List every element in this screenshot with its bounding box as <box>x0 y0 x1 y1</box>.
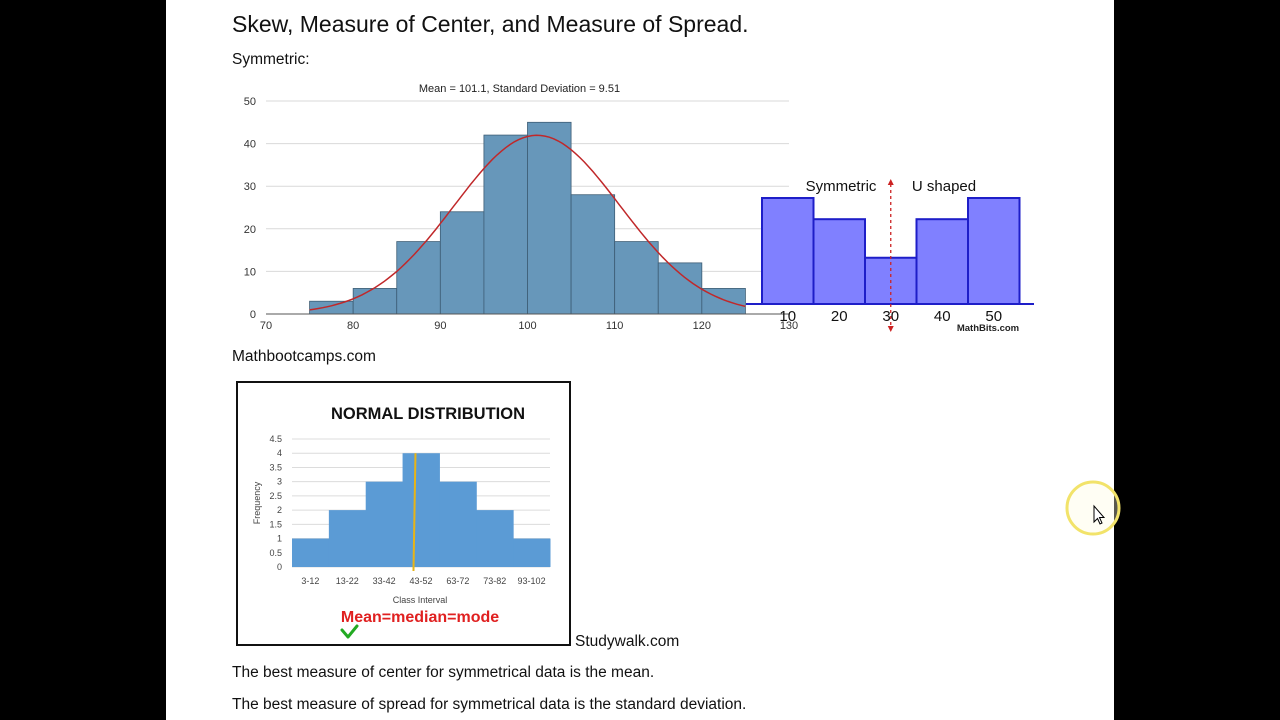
normal-chart-bar <box>476 510 514 567</box>
page-title: Skew, Measure of Center, and Measure of … <box>232 11 749 37</box>
normal-chart-bar <box>513 538 551 567</box>
normal-chart-x-label: Class Interval <box>393 595 448 605</box>
normal-chart-title: NORMAL DISTRIBUTION <box>331 405 525 423</box>
u-shaped-x-tick-label: 20 <box>831 308 848 325</box>
normal-chart-x-tick-label: 3-12 <box>301 576 319 586</box>
histogram-title: Mean = 101.1, Standard Deviation = 9.51 <box>419 83 620 95</box>
histogram-x-tick-label: 70 <box>260 320 272 332</box>
histogram-y-tick-label: 0 <box>250 309 256 321</box>
spread-measure-sentence: The best measure of spread for symmetric… <box>232 696 747 713</box>
normal-chart-y-tick-label: 1 <box>277 534 282 544</box>
mouse-cursor-highlight <box>1065 480 1121 536</box>
histogram-bars <box>309 121 746 315</box>
mathbits-watermark: MathBits.com <box>957 323 1019 334</box>
normal-chart-y-label: Frequency <box>252 481 262 524</box>
u-shaped-x-tick-label: 30 <box>882 308 899 325</box>
histogram-bar <box>439 211 485 315</box>
normal-chart-bars <box>292 453 551 567</box>
normal-chart-bar <box>439 481 477 567</box>
normal-chart-x-tick-label: 33-42 <box>373 576 396 586</box>
histogram-y-tick-label: 20 <box>244 224 256 236</box>
histogram-x-tick-label: 100 <box>518 320 536 332</box>
histogram-y-tick-label: 30 <box>244 181 256 193</box>
histogram-y-ticks: 0 10 20 30 40 50 <box>244 96 256 321</box>
normal-chart-x-tick-label: 13-22 <box>336 576 359 586</box>
source-studywalk: Studywalk.com <box>575 633 680 650</box>
histogram-bar <box>657 262 703 315</box>
histogram-x-tick-label: 130 <box>780 320 798 332</box>
histogram-bar <box>396 241 441 315</box>
normal-chart-x-tick-label: 43-52 <box>409 576 432 586</box>
cursor-highlight-ring <box>1065 480 1121 536</box>
normal-chart-y-tick-label: 2 <box>277 505 282 515</box>
check-icon <box>340 624 359 639</box>
histogram-bar <box>352 288 398 315</box>
document-page: Skew, Measure of Center, and Measure of … <box>166 0 1114 720</box>
center-measure-sentence: The best measure of center for symmetric… <box>232 664 655 681</box>
u-shaped-caption: U shaped <box>912 178 976 195</box>
histogram-x-tick-label: 110 <box>606 320 624 332</box>
histogram-bar <box>527 121 572 315</box>
u-shaped-arrow-bottom <box>887 326 894 332</box>
histogram-x-tick-label: 90 <box>434 320 446 332</box>
histogram-y-tick-label: 10 <box>244 266 256 278</box>
normal-chart-y-tick-label: 4 <box>277 448 282 458</box>
u-shaped-bar <box>761 197 815 305</box>
normal-chart-y-tick-label: 2.5 <box>269 491 282 501</box>
u-shaped-bar <box>967 197 1021 305</box>
u-shaped-x-tick-label: 10 <box>779 308 796 325</box>
u-shaped-x-tick-label: 40 <box>934 308 951 325</box>
histogram-bar <box>614 241 659 315</box>
normal-chart-bar <box>328 510 367 567</box>
normal-chart-y-tick-label: 0.5 <box>269 548 282 558</box>
u-shaped-arrow-top <box>887 179 894 185</box>
histogram-x-tick-label: 80 <box>347 320 359 332</box>
histogram-y-tick-label: 50 <box>244 96 256 108</box>
histogram-x-ticks: 70 80 90 100 110 120 130 <box>260 320 798 332</box>
normal-chart-center-line <box>412 453 417 572</box>
normal-chart-bar <box>402 453 440 567</box>
mean-median-mode-caption: Mean=median=mode <box>341 609 499 626</box>
histogram-x-tick-label: 120 <box>693 320 711 332</box>
normal-curve <box>309 134 746 311</box>
normal-chart-x-tick-label: 93-102 <box>518 576 546 586</box>
normal-chart-y-tick-label: 3 <box>277 477 282 487</box>
normal-chart-y-tick-label: 1.5 <box>269 519 282 529</box>
histogram-bar <box>309 300 354 315</box>
histogram-y-tick-label: 40 <box>244 139 256 151</box>
symmetric-caption: Symmetric <box>806 178 877 195</box>
normal-chart-y-tick-label: 0 <box>277 562 282 572</box>
normal-chart-x-ticks: 3-12 13-22 33-42 43-52 63-72 73-82 93-102 <box>301 576 545 586</box>
histogram-chart: Mean = 101.1, Standard Deviation = 9.51 … <box>244 83 798 332</box>
normal-distribution-chart: NORMAL DISTRIBUTION 0 0.5 1 1.5 2 2.5 3 3.5 4 4.5… <box>236 381 571 646</box>
normal-chart-bar <box>365 481 404 567</box>
u-shaped-x-tick-label: 50 <box>985 308 1002 325</box>
normal-chart-x-tick-label: 63-72 <box>446 576 469 586</box>
normal-chart-y-tick-label: 4.5 <box>269 434 282 444</box>
normal-chart-y-ticks: 0 0.5 1 1.5 2 2.5 3 3.5 4 4.5 <box>269 434 282 572</box>
u-shaped-chart: Symmetric U shaped 10 20 30 40 50 MathBits.c… <box>746 178 1034 334</box>
histogram-bar <box>570 194 616 315</box>
histogram-bar <box>483 134 528 315</box>
u-shaped-bar <box>812 218 866 306</box>
u-shaped-bar <box>915 218 969 306</box>
u-shaped-x-ticks: 10 20 30 40 50 <box>779 308 1002 325</box>
symmetric-label: Symmetric: <box>232 51 310 68</box>
normal-chart-x-tick-label: 73-82 <box>483 576 506 586</box>
pointer-arrow-icon <box>1093 504 1106 525</box>
normal-chart-bar <box>292 538 330 567</box>
source-mathbootcamps: Mathbootcamps.com <box>232 348 376 365</box>
normal-chart-y-tick-label: 3.5 <box>269 462 282 472</box>
